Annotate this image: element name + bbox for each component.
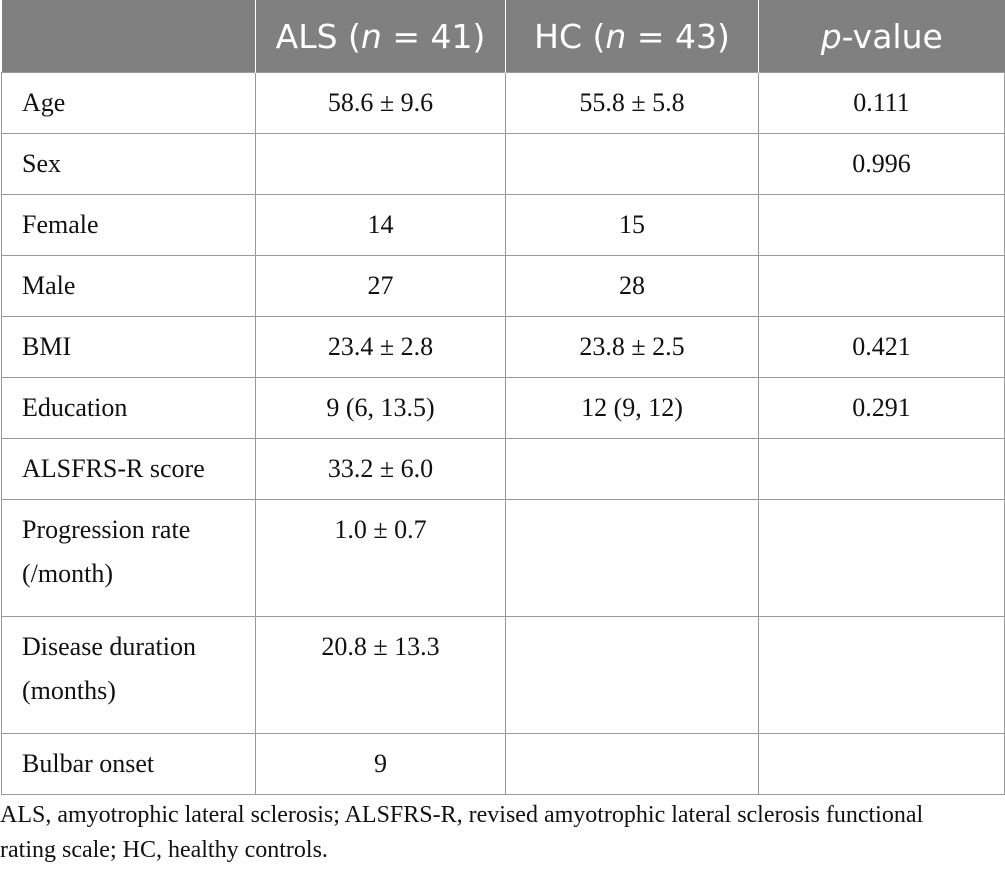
table-cell [505, 733, 759, 795]
header-cell: p-value [758, 0, 1005, 73]
row-label: BMI [1, 316, 256, 378]
table-cell: 20.8 ± 13.3 [255, 616, 506, 734]
table-row: Bulbar onset 9 [1, 733, 1005, 795]
row-label: Disease duration (months) [1, 616, 256, 734]
row-label: Sex [1, 133, 256, 195]
table-cell: 0.996 [758, 133, 1005, 195]
header-text: p [820, 16, 842, 56]
header-text: n [360, 16, 382, 56]
header-row: ALS (n = 41) HC (n = 43) p-value [1, 0, 1005, 73]
table-row: Female 14 15 [1, 194, 1005, 256]
table-row: Education 9 (6, 13.5) 12 (9, 12) 0.291 [1, 377, 1005, 439]
table-cell [505, 499, 759, 617]
table-cell: 15 [505, 194, 759, 256]
table-cell: 33.2 ± 6.0 [255, 438, 506, 500]
table-cell: 0.291 [758, 377, 1005, 439]
header-text: ALS ( [275, 16, 361, 56]
table-cell [758, 255, 1005, 317]
table-body: Age 58.6 ± 9.6 55.8 ± 5.8 0.111 Sex 0.996 Fema… [1, 72, 1005, 795]
table-cell: 55.8 ± 5.8 [505, 72, 759, 134]
data-table: ALS (n = 41) HC (n = 43) p-value Age 58.6 ±… [1, 0, 1005, 795]
row-label: Education [1, 377, 256, 439]
footnote: ALS, amyotrophic lateral sclerosis; ALSF… [0, 802, 924, 863]
table-cell: 28 [505, 255, 759, 317]
table-cell [758, 499, 1005, 617]
table-cell: 9 [255, 733, 506, 795]
table-cell [758, 194, 1005, 256]
row-label: Male [1, 255, 256, 317]
table-cell [505, 438, 759, 500]
table-cell [758, 438, 1005, 500]
table-cell: 23.8 ± 2.5 [505, 316, 759, 378]
table-cell [758, 616, 1005, 734]
table-cell [505, 616, 759, 734]
row-label: Progression rate (/month) [1, 499, 256, 617]
table-cell: 14 [255, 194, 506, 256]
row-label: Bulbar onset [1, 733, 256, 795]
header-text: n [605, 16, 627, 56]
table-row: Disease duration (months) 20.8 ± 13.3 [1, 616, 1005, 734]
table-row: Age 58.6 ± 9.6 55.8 ± 5.8 0.111 [1, 72, 1005, 134]
table-cell: 23.4 ± 2.8 [255, 316, 506, 378]
header-cell: HC (n = 43) [505, 0, 759, 73]
header-cell [1, 0, 256, 73]
row-label: Age [1, 72, 256, 134]
table-cell: 1.0 ± 0.7 [255, 499, 506, 617]
table-cell: 9 (6, 13.5) [255, 377, 506, 439]
table-row: Male 27 28 [1, 255, 1005, 317]
header-text: = 43) [626, 16, 730, 56]
table-row: Progression rate (/month) 1.0 ± 0.7 [1, 499, 1005, 617]
table-cell [255, 133, 506, 195]
table-cell: 12 (9, 12) [505, 377, 759, 439]
table-cell [758, 733, 1005, 795]
table-cell: 58.6 ± 9.6 [255, 72, 506, 134]
header-text: = 41) [381, 16, 486, 56]
table-row: BMI 23.4 ± 2.8 23.8 ± 2.5 0.421 [1, 316, 1005, 378]
table-cell [505, 133, 759, 195]
table-cell: 0.421 [758, 316, 1005, 378]
row-label: Female [1, 194, 256, 256]
table-cell: 27 [255, 255, 506, 317]
table-row: ALSFRS-R score 33.2 ± 6.0 [1, 438, 1005, 500]
header-cell: ALS (n = 41) [255, 0, 506, 73]
row-label: ALSFRS-R score [1, 438, 256, 500]
header-text: HC ( [534, 16, 606, 56]
table-cell: 0.111 [758, 72, 1005, 134]
header-text: -value [841, 16, 943, 56]
table-row: Sex 0.996 [1, 133, 1005, 195]
